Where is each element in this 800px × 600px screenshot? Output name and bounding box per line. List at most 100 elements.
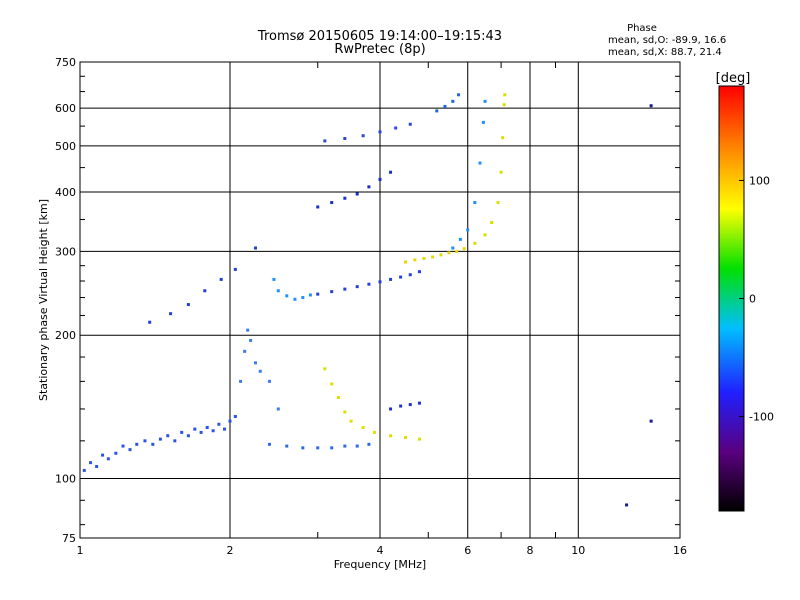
data-point (503, 93, 507, 97)
y-tick-label: 750 (55, 56, 76, 69)
data-point (169, 312, 173, 316)
data-point (361, 425, 365, 429)
data-point (101, 453, 105, 457)
colorbar-ticks: 100 0 -100 (739, 174, 774, 424)
data-point (330, 201, 334, 205)
colorbar-tick-label: -100 (749, 411, 774, 424)
data-point (323, 367, 327, 371)
y-axis-label: Stationary phase Virtual Height [km] (37, 199, 50, 401)
data-point (128, 448, 132, 452)
data-point (158, 437, 162, 441)
phase-line-o: mean, sd,O: -89.9, 16.6 (608, 35, 726, 46)
data-point (272, 277, 276, 281)
data-point (501, 136, 505, 140)
data-point (193, 427, 197, 431)
x-tick-label: 16 (673, 544, 687, 557)
data-point (114, 451, 118, 455)
data-point (89, 461, 93, 465)
data-point (135, 442, 139, 446)
data-point (223, 427, 227, 431)
data-point (301, 296, 305, 300)
y-tick-label: 75 (62, 532, 76, 545)
data-point (82, 468, 86, 472)
data-point (343, 137, 347, 141)
data-point (343, 287, 347, 291)
data-point (228, 419, 232, 423)
data-point (355, 285, 359, 289)
x-tick-label: 8 (527, 544, 534, 557)
x-axis-label: Frequency [MHz] (334, 558, 426, 571)
data-point (389, 407, 393, 411)
data-point (649, 104, 653, 108)
data-point (373, 430, 377, 434)
grid (80, 62, 680, 538)
data-point (203, 289, 207, 293)
data-point (625, 503, 629, 507)
data-point (457, 93, 461, 97)
data-point (343, 444, 347, 448)
data-point (502, 103, 506, 107)
data-point (323, 139, 327, 143)
data-point (408, 403, 412, 407)
data-point (451, 99, 455, 103)
data-point (219, 277, 223, 281)
data-point (148, 320, 152, 324)
data-point (246, 328, 250, 332)
data-point (217, 422, 221, 426)
data-point (462, 247, 466, 251)
data-point (473, 241, 477, 245)
data-point (239, 379, 243, 383)
data-point (173, 439, 177, 443)
phase-title: Phase (627, 23, 657, 34)
data-point (233, 267, 237, 271)
data-point (293, 297, 297, 301)
data-point (330, 382, 334, 386)
data-point (355, 192, 359, 196)
data-point (417, 270, 421, 274)
data-points (82, 93, 653, 507)
data-point (106, 457, 110, 461)
data-point (367, 282, 371, 286)
data-point (483, 233, 487, 237)
y-tick-label: 400 (55, 186, 76, 199)
data-point (431, 255, 435, 259)
data-point (285, 444, 289, 448)
data-point (403, 260, 407, 264)
data-point (439, 253, 443, 257)
data-point (186, 434, 190, 438)
data-point (466, 228, 470, 232)
data-point (649, 419, 653, 423)
data-point (336, 395, 340, 399)
data-point (417, 401, 421, 405)
data-point (422, 256, 426, 260)
data-point (394, 126, 398, 130)
data-point (253, 361, 257, 365)
data-point (205, 425, 209, 429)
x-tick-label: 1 (77, 544, 84, 557)
colorbar-unit: [deg] (716, 71, 751, 86)
data-point (316, 292, 320, 296)
x-tick-label: 2 (227, 544, 234, 557)
data-point (349, 419, 353, 423)
data-point (451, 246, 455, 250)
data-point (95, 464, 99, 468)
data-point (399, 275, 403, 279)
data-point (408, 273, 412, 277)
data-point (478, 161, 482, 165)
data-point (389, 277, 393, 281)
data-point (276, 289, 280, 293)
data-point (316, 446, 320, 450)
data-point (276, 407, 280, 411)
data-point (258, 369, 262, 373)
data-point (408, 122, 412, 126)
data-point (367, 185, 371, 189)
data-point (308, 293, 312, 297)
y-tick-label: 300 (55, 245, 76, 258)
data-point (267, 442, 271, 446)
data-point (285, 294, 289, 298)
data-point (330, 446, 334, 450)
data-point (211, 429, 215, 433)
colorbar-tick-label: 0 (749, 293, 756, 306)
y-tick-label: 200 (55, 329, 76, 342)
